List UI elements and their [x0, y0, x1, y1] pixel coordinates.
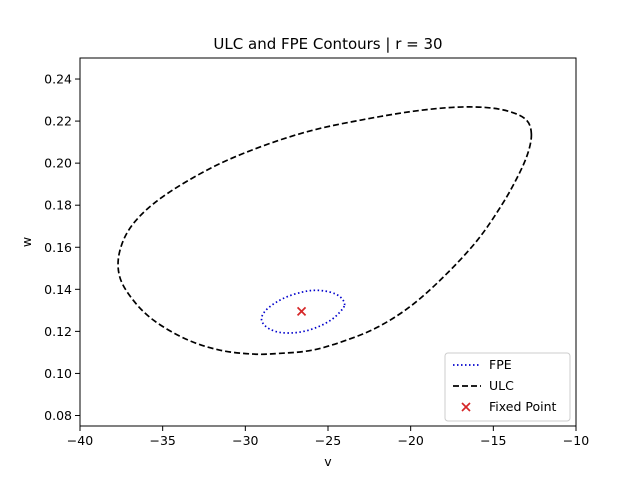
series-fpe-contour — [260, 289, 346, 334]
legend-ulc-label: ULC — [489, 378, 514, 393]
series-layer — [117, 106, 533, 356]
y-tick-label: 0.18 — [44, 198, 72, 213]
legend: FPE ULC Fixed Point — [444, 352, 571, 422]
x-tick-label: −10 — [563, 433, 589, 448]
y-tick-label: 0.10 — [44, 366, 72, 381]
plot-frame — [79, 57, 577, 427]
y-tick-label: 0.22 — [44, 114, 72, 129]
x-tick-label: −25 — [315, 433, 341, 448]
legend-frame — [444, 352, 571, 422]
x-tick-label: −35 — [149, 433, 175, 448]
fixed-point-marker — [296, 306, 307, 316]
x-tick-label: −15 — [480, 433, 506, 448]
chart-title: ULC and FPE Contours | r = 30 — [213, 35, 442, 53]
x-tick-label: −30 — [232, 433, 258, 448]
legend-fixed-point-label: Fixed Point — [489, 399, 557, 414]
series-ulc-contour — [117, 106, 533, 356]
legend-fixed-point-swatch — [461, 402, 471, 412]
y-tick-label: 0.20 — [44, 156, 72, 171]
y-tick-label: 0.16 — [44, 240, 72, 255]
y-axis-label: w — [19, 237, 34, 247]
y-tick-label: 0.24 — [44, 72, 72, 87]
x-tick-label: −40 — [67, 433, 93, 448]
y-tick-label: 0.14 — [44, 282, 72, 297]
y-tick-label: 0.12 — [44, 324, 72, 339]
legend-fpe-label: FPE — [489, 357, 512, 372]
y-tick-label: 0.08 — [44, 408, 72, 423]
tick-layer: −40 −35 −30 −25 −20 −15 −10 0.08 0.10 0.12 0.14 0.1… — [44, 72, 589, 448]
x-axis-label: v — [324, 454, 332, 469]
x-tick-label: −20 — [397, 433, 423, 448]
